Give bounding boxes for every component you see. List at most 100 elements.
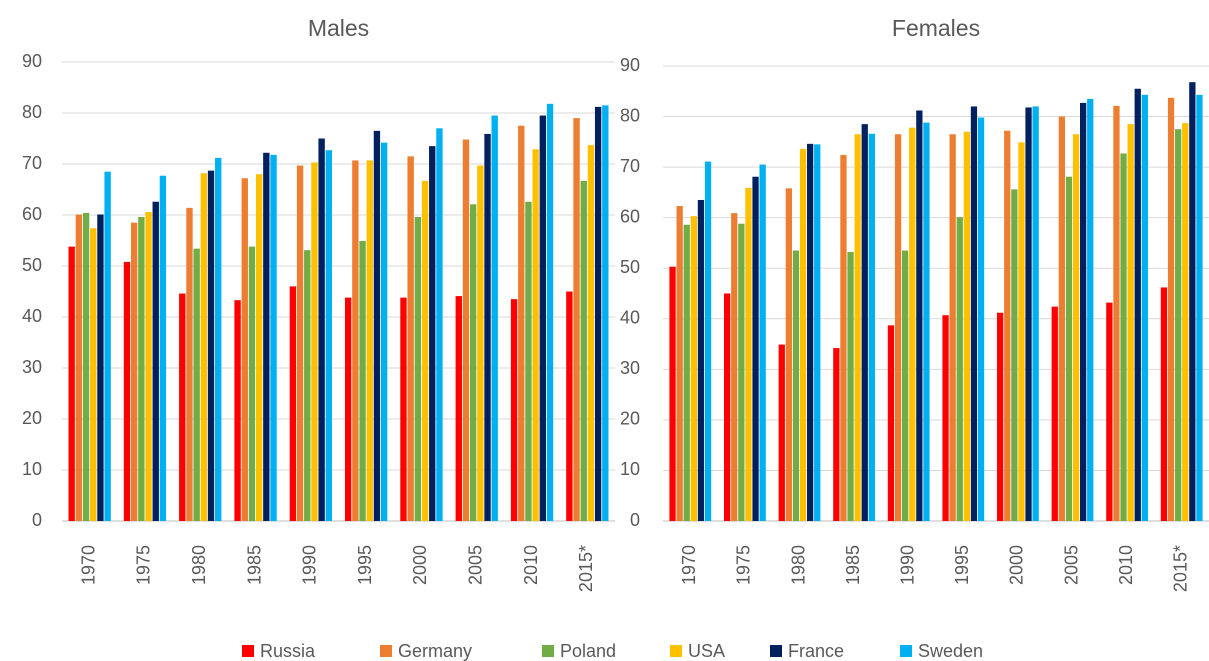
bar <box>130 222 138 521</box>
bar <box>68 246 75 521</box>
bar <box>1018 142 1025 522</box>
x-tick-label: 2015* <box>1170 545 1190 592</box>
bar <box>296 165 304 521</box>
bar <box>997 312 1004 521</box>
bar <box>970 106 978 521</box>
bar <box>429 146 436 521</box>
bar <box>352 160 359 521</box>
x-tick-label: 2000 <box>1007 545 1027 585</box>
y-tick-label: 50 <box>22 255 42 275</box>
bar <box>518 125 525 521</box>
bar <box>1167 97 1175 521</box>
y-tick-label: 30 <box>620 358 640 378</box>
bar <box>421 180 429 521</box>
x-tick-label: 1980 <box>189 545 209 585</box>
bar <box>455 296 462 521</box>
bar <box>949 134 956 521</box>
bar <box>676 206 683 522</box>
legend-label: Sweden <box>918 641 983 661</box>
x-tick-label: 1990 <box>300 545 320 585</box>
chart-title: Females <box>892 15 980 41</box>
bar <box>963 131 970 521</box>
bar <box>916 110 923 521</box>
x-tick-label: 2005 <box>1061 545 1081 585</box>
bar <box>1004 130 1011 521</box>
legend-label: France <box>788 641 844 661</box>
bar <box>123 261 131 521</box>
bar <box>669 266 676 521</box>
bar <box>1072 134 1080 521</box>
bar <box>145 211 152 521</box>
legend-swatch <box>670 645 682 657</box>
bar <box>1196 94 1203 522</box>
bar <box>1051 306 1058 521</box>
bar <box>1120 153 1127 521</box>
bar <box>179 293 186 521</box>
bar <box>580 180 587 521</box>
bar <box>1134 88 1141 521</box>
bar <box>792 250 800 521</box>
bar <box>1025 107 1032 521</box>
bar <box>546 103 554 521</box>
bar <box>566 291 573 521</box>
legend-swatch <box>380 645 392 657</box>
bar <box>311 162 318 521</box>
bar <box>724 293 731 521</box>
bar <box>186 207 193 522</box>
legend-label: Russia <box>260 641 316 661</box>
bar <box>1080 102 1087 522</box>
bar <box>436 128 443 522</box>
bar <box>263 152 270 521</box>
bar <box>977 117 985 522</box>
bar <box>104 171 111 521</box>
bar <box>909 127 916 521</box>
bar <box>1189 82 1196 521</box>
bar <box>255 174 263 521</box>
bar <box>587 145 595 521</box>
y-tick-label: 90 <box>620 55 640 75</box>
bar <box>868 133 875 521</box>
bar <box>1127 124 1134 521</box>
bar <box>847 252 854 522</box>
chart-title: Males <box>308 15 369 41</box>
bar <box>861 124 868 521</box>
bar <box>97 214 104 522</box>
bar <box>477 165 484 521</box>
bar <box>159 175 167 522</box>
y-tick-label: 60 <box>620 206 640 226</box>
x-tick-label: 1980 <box>788 545 808 585</box>
x-tick-label: 2010 <box>1116 545 1136 585</box>
legend-label: USA <box>688 641 725 661</box>
legend-label: Germany <box>398 641 472 661</box>
y-tick-label: 80 <box>22 102 42 122</box>
x-tick-label: 1990 <box>897 545 917 585</box>
bar <box>1058 116 1065 522</box>
bar <box>785 188 792 521</box>
bar <box>525 201 532 522</box>
y-tick-label: 0 <box>630 510 640 530</box>
bar <box>778 344 785 521</box>
x-tick-label: 2015* <box>576 545 596 592</box>
bar <box>745 187 752 522</box>
y-tick-label: 20 <box>620 409 640 429</box>
y-tick-label: 40 <box>620 308 640 328</box>
bar <box>1065 176 1073 521</box>
bar <box>942 315 949 521</box>
y-tick-label: 30 <box>22 357 42 377</box>
bar <box>704 161 712 522</box>
x-tick-label: 2000 <box>410 545 430 585</box>
bar <box>241 178 248 521</box>
bar <box>344 297 352 521</box>
bar <box>400 297 407 521</box>
x-tick-label: 1975 <box>734 545 754 585</box>
bar <box>1113 105 1120 521</box>
bar <box>304 250 311 521</box>
bar <box>484 133 491 521</box>
y-tick-label: 90 <box>22 51 42 71</box>
bar <box>289 286 297 521</box>
bar <box>407 156 414 521</box>
legend-swatch <box>542 645 554 657</box>
y-tick-label: 40 <box>22 306 42 326</box>
bar <box>75 214 83 522</box>
x-tick-label: 2010 <box>521 545 541 585</box>
